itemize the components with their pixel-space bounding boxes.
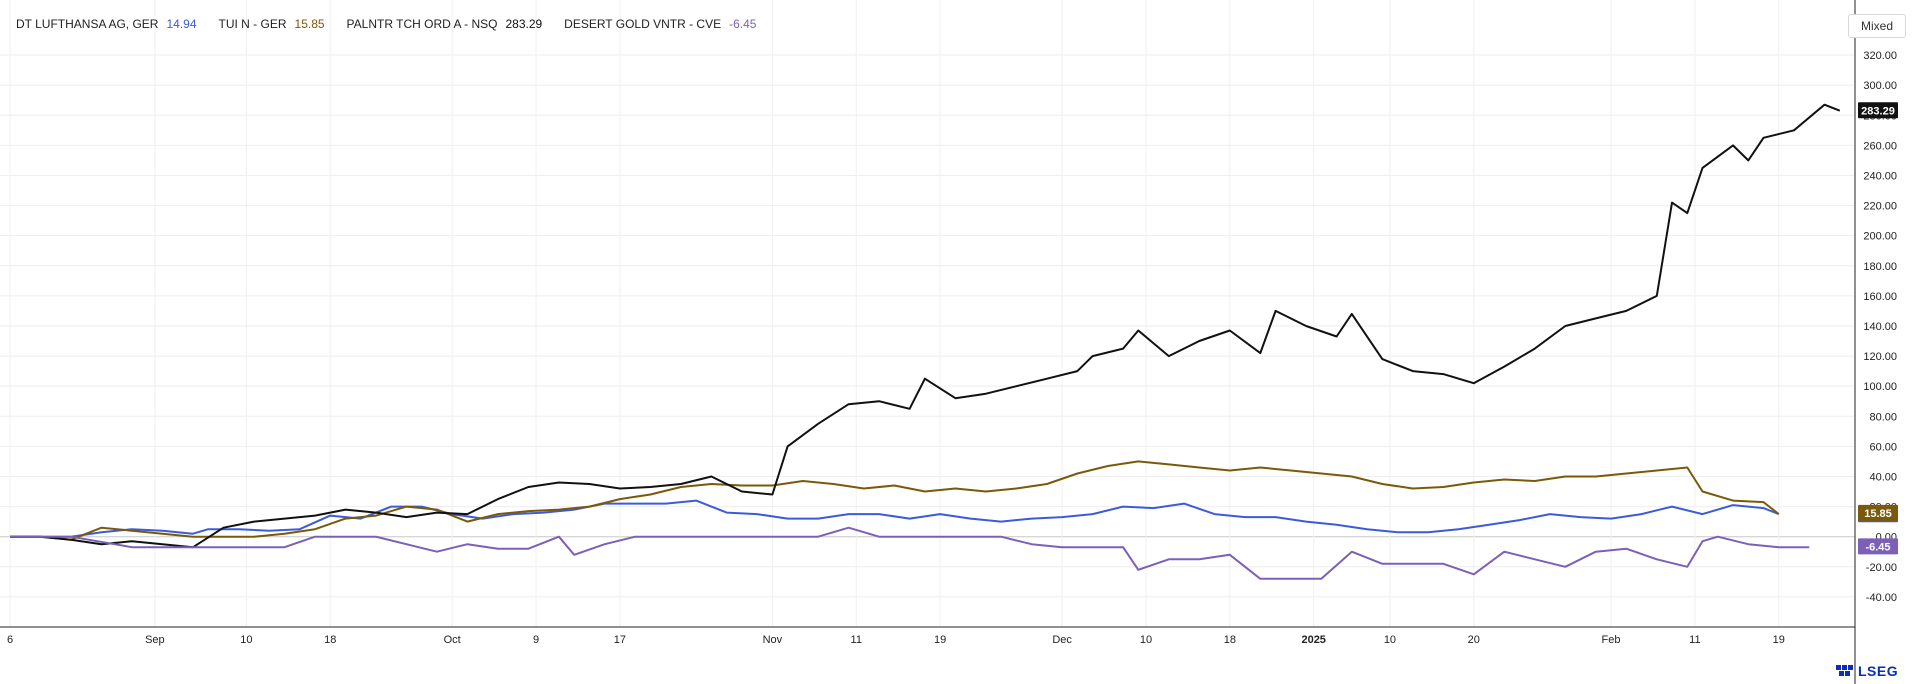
last-value-text: 283.29: [1861, 105, 1895, 117]
y-tick-label: 260.00: [1863, 140, 1897, 152]
x-tick-label: 19: [934, 634, 946, 646]
last-value-tag-2: 283.29: [1858, 102, 1898, 119]
series-line-2: [10, 103, 1841, 549]
y-tick-label: 160.00: [1863, 291, 1897, 303]
x-tick-label: Sep: [145, 634, 165, 646]
y-tick-label: -20.00: [1866, 562, 1897, 574]
legend-name: PALNTR TCH ORD A - NSQ: [346, 17, 498, 31]
x-tick-label: Oct: [444, 634, 461, 646]
y-tick-label: 200.00: [1863, 231, 1897, 243]
lseg-mark-icon: [1836, 665, 1853, 676]
x-tick-label: 2025: [1301, 634, 1325, 646]
y-tick-label: 100.00: [1863, 381, 1897, 393]
y-tick-label: 40.00: [1869, 471, 1897, 483]
series-line-1: [10, 460, 1780, 541]
last-value-tag-1: 15.85: [1858, 504, 1898, 521]
x-tick-label: 19: [1773, 634, 1785, 646]
x-tick-label: 10: [240, 634, 252, 646]
legend-name: DT LUFTHANSA AG, GER: [16, 17, 159, 31]
y-tick-label: -40.00: [1866, 592, 1897, 604]
chart-grid: [0, 0, 1855, 627]
legend-item-3[interactable]: DESERT GOLD VNTR - CVE -6.45: [564, 17, 756, 31]
legend-name: TUI N - GER: [218, 17, 287, 31]
y-tick-label: 220.00: [1863, 201, 1897, 213]
legend-value: 15.85: [294, 17, 325, 31]
scale-mode-button[interactable]: Mixed: [1848, 14, 1906, 38]
last-value-tag-3: -6.45: [1858, 538, 1898, 555]
legend-item-1[interactable]: TUI N - GER 15.85: [219, 17, 325, 31]
legend-value: 283.29: [505, 17, 543, 31]
x-tick-label: 18: [1224, 634, 1236, 646]
y-tick-label: 240.00: [1863, 170, 1897, 182]
series-line-0: [10, 499, 1780, 538]
chart-legend: DT LUFTHANSA AG, GER 14.94 TUI N - GER 15.8…: [16, 17, 756, 31]
x-tick-label: 17: [614, 634, 626, 646]
x-tick-label: 10: [1140, 634, 1152, 646]
x-tick-label: 11: [1689, 634, 1700, 646]
x-tick-label: 18: [324, 634, 336, 646]
chart-series: [10, 103, 1841, 580]
logo-text: LSEG: [1858, 663, 1899, 679]
x-tick-label: 11: [851, 634, 862, 646]
legend-item-2[interactable]: PALNTR TCH ORD A - NSQ 283.29: [347, 17, 543, 31]
x-tick-label: Nov: [763, 634, 783, 646]
y-tick-label: 300.00: [1863, 80, 1897, 92]
last-value-text: -6.45: [1865, 541, 1890, 553]
last-value-text: 15.85: [1864, 508, 1892, 520]
x-tick-label: Feb: [1602, 634, 1621, 646]
series-line-3: [10, 526, 1810, 580]
legend-value: -6.45: [729, 17, 757, 31]
x-tick-label: 20: [1468, 634, 1480, 646]
legend-name: DESERT GOLD VNTR - CVE: [564, 17, 722, 31]
y-tick-label: 320.00: [1863, 50, 1897, 62]
y-tick-label: 80.00: [1869, 411, 1897, 423]
lseg-logo: LSEG: [1836, 663, 1898, 679]
y-tick-label: 120.00: [1863, 351, 1897, 363]
y-tick-label: 180.00: [1863, 261, 1897, 273]
x-tick-label: 10: [1384, 634, 1396, 646]
x-tick-label: 9: [533, 634, 539, 646]
x-tick-label: Dec: [1052, 634, 1072, 646]
y-tick-label: 60.00: [1869, 441, 1897, 453]
y-tick-label: 140.00: [1863, 321, 1897, 333]
legend-item-0[interactable]: DT LUFTHANSA AG, GER 14.94: [16, 17, 197, 31]
legend-value: 14.94: [166, 17, 197, 31]
x-tick-label: 6: [7, 634, 13, 646]
